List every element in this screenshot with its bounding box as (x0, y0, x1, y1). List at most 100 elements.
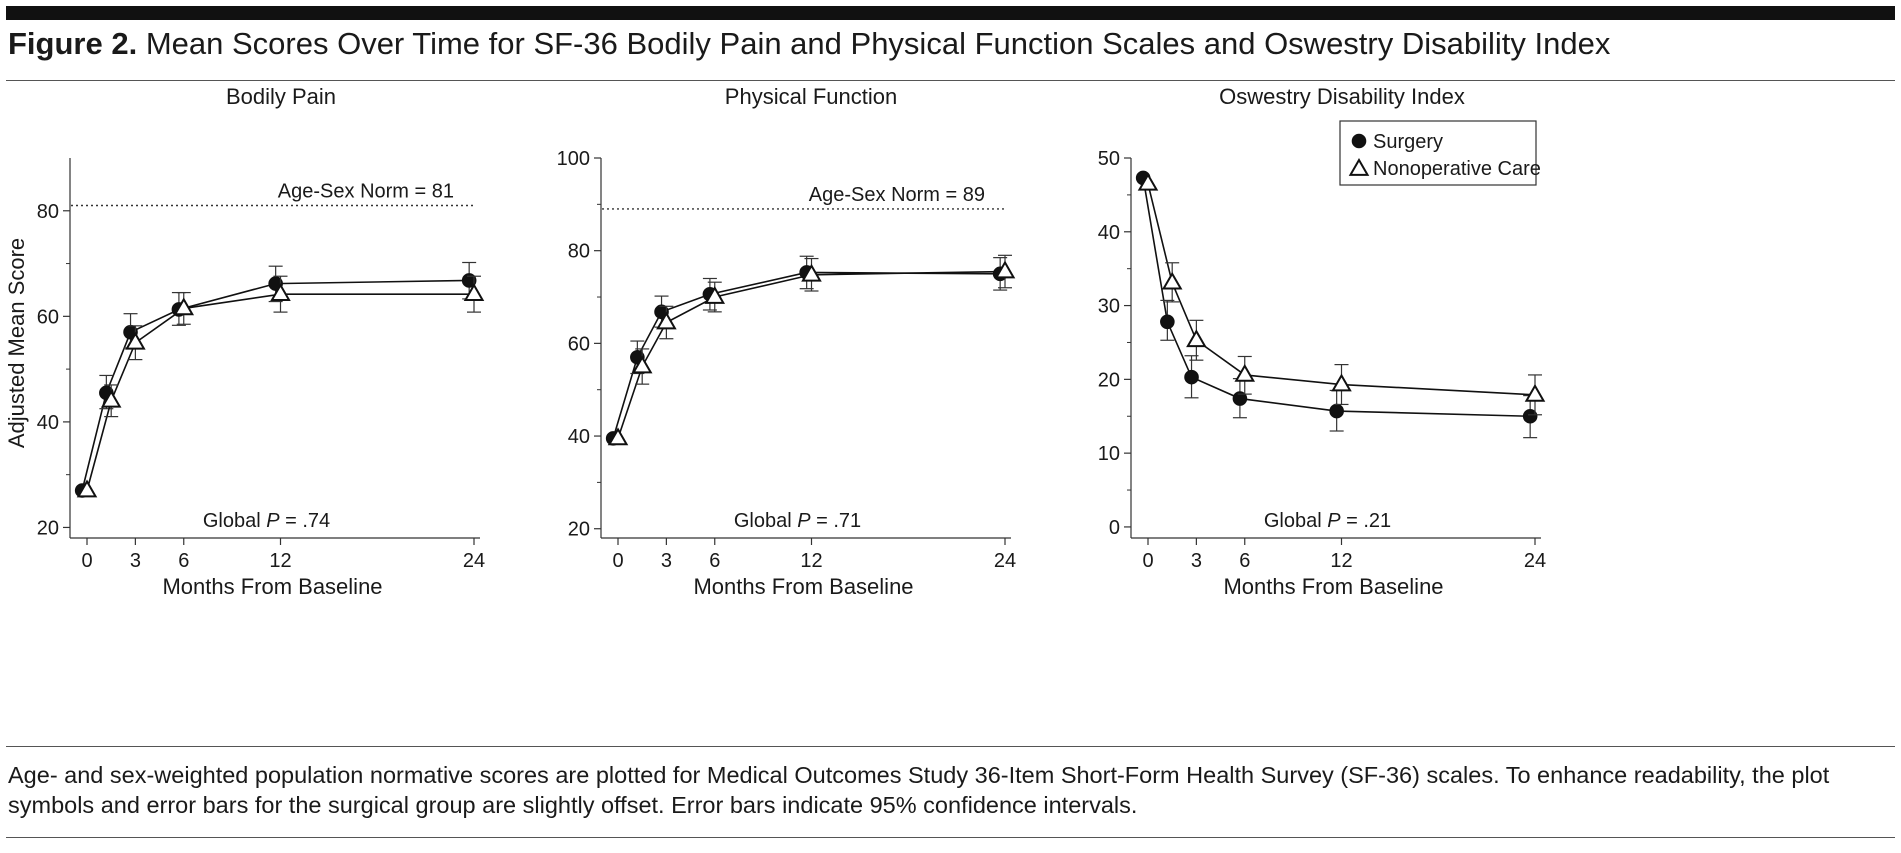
y-tick-label: 100 (557, 148, 590, 170)
annotation-prefix: Global (734, 510, 797, 532)
x-tick-label: 6 (709, 550, 720, 572)
nonoperative-point (76, 479, 98, 498)
legend-nonoperative-marker (1348, 157, 1370, 176)
global-p-annotation: Global P = .21 (1264, 510, 1391, 532)
chart-title: Bodily Pain (226, 84, 336, 109)
annotation-p-variable: P (1327, 510, 1341, 532)
x-tick-label: 12 (269, 550, 291, 572)
nonoperative-point (1186, 329, 1207, 348)
x-tick-label: 24 (463, 550, 485, 572)
legend-box (1339, 120, 1537, 186)
legend-nonoperative-label: Nonoperative Care (1373, 158, 1541, 180)
nonoperative-point (1234, 363, 1256, 382)
chart-title: Physical Function (725, 84, 897, 109)
y-tick-label: 50 (1098, 148, 1120, 170)
nonoperative-point (1331, 373, 1352, 392)
nonoperative-point (1137, 172, 1159, 191)
legend-surgery-marker (1351, 133, 1367, 149)
x-axis-label: Months From Baseline (162, 574, 382, 599)
nonoperative-point (704, 286, 726, 304)
x-axis-label: Months From Baseline (693, 574, 913, 599)
annotation-prefix: Global (1264, 510, 1327, 532)
nonoperative-point (607, 427, 629, 446)
global-p-annotation: Global P = .71 (734, 510, 861, 532)
chart-panel-1: Bodily Pain 20 40 60 80 0 3 6 12 24 Months From Ba… (4, 84, 485, 599)
x-tick-label: 24 (994, 550, 1016, 572)
series-line (612, 271, 1001, 439)
series-line (1147, 183, 1536, 396)
norm-label: Age-Sex Norm = 89 (809, 184, 985, 206)
x-tick-label: 0 (1142, 550, 1153, 572)
y-tick-label: 80 (568, 241, 590, 263)
nonoperative-point (801, 263, 822, 282)
top-rule-bar (6, 6, 1895, 20)
y-tick-label: 80 (37, 201, 59, 223)
bottom-divider (6, 837, 1895, 838)
nonoperative-point (173, 297, 195, 316)
nonoperative-point (125, 331, 146, 350)
y-tick-label: 30 (1098, 296, 1120, 318)
surgery-point (1184, 369, 1199, 385)
y-tick-label: 20 (568, 519, 590, 541)
figure-title-text: Mean Scores Over Time for SF-36 Bodily P… (145, 26, 1611, 61)
legend: Surgery Nonoperative Care (1339, 120, 1541, 186)
nonoperative-point (463, 283, 485, 302)
nonoperative-point (994, 260, 1016, 279)
figure-label: Figure 2. (8, 26, 138, 61)
y-tick-label: 60 (37, 306, 59, 328)
x-tick-label: 3 (661, 550, 672, 572)
y-tick-label: 60 (568, 333, 590, 355)
x-tick-label: 0 (612, 550, 623, 572)
series-line (617, 270, 1006, 439)
x-tick-label: 6 (178, 550, 189, 572)
surgery-point (1232, 391, 1248, 406)
x-tick-label: 6 (1239, 550, 1250, 572)
chart-panel-2: Physical Function 20 40 60 80 100 0 3 6 12 24 Month… (557, 84, 1017, 599)
nonoperative-series (607, 254, 1016, 446)
nonoperative-point (100, 389, 122, 408)
global-p-annotation: Global P = .74 (203, 510, 330, 532)
nonoperative-series (76, 275, 485, 498)
y-axis-label: Adjusted Mean Score (4, 238, 29, 448)
y-tick-label: 20 (37, 517, 59, 539)
series-line (1142, 177, 1531, 418)
surgery-series (605, 255, 1008, 446)
chart-panel-3: Oswestry Disability Index 0 10 20 30 40 50 0 3 6 1… (1098, 84, 1546, 599)
annotation-p-variable: P (266, 510, 280, 532)
nonoperative-point (270, 283, 291, 302)
x-tick-label: 3 (1191, 550, 1202, 572)
surgery-point (1522, 408, 1538, 424)
nonoperative-point (631, 355, 653, 374)
x-tick-label: 3 (130, 550, 141, 572)
y-tick-label: 0 (1109, 517, 1120, 539)
annotation-p-variable: P (797, 510, 811, 532)
nonoperative-series (1137, 172, 1546, 416)
title-divider (6, 80, 1895, 81)
figure-title: Figure 2. Mean Scores Over Time for SF-3… (8, 26, 1610, 62)
x-tick-label: 24 (1524, 550, 1546, 572)
nonoperative-point (1161, 271, 1183, 290)
annotation-value: = .21 (1341, 510, 1392, 532)
series-line (86, 293, 474, 491)
y-tick-label: 40 (1098, 222, 1120, 244)
x-tick-label: 12 (1330, 550, 1352, 572)
surgery-point (1160, 314, 1175, 330)
figure-caption: Age- and sex-weighted population normati… (8, 762, 1830, 818)
nonoperative-point (1524, 383, 1546, 402)
legend-surgery-label: Surgery (1373, 131, 1443, 153)
surgery-point (461, 273, 477, 288)
surgery-series (1135, 170, 1538, 439)
caption-divider (6, 746, 1895, 747)
annotation-value: = .71 (811, 510, 862, 532)
annotation-prefix: Global (203, 510, 266, 532)
x-tick-label: 12 (800, 550, 822, 572)
surgery-point (1329, 403, 1344, 419)
y-tick-label: 40 (568, 426, 590, 448)
y-tick-label: 40 (37, 412, 59, 434)
annotation-value: = .74 (280, 510, 331, 532)
y-tick-label: 20 (1098, 369, 1120, 391)
x-tick-label: 0 (81, 550, 92, 572)
y-tick-label: 10 (1098, 443, 1120, 465)
chart-title: Oswestry Disability Index (1219, 84, 1465, 109)
